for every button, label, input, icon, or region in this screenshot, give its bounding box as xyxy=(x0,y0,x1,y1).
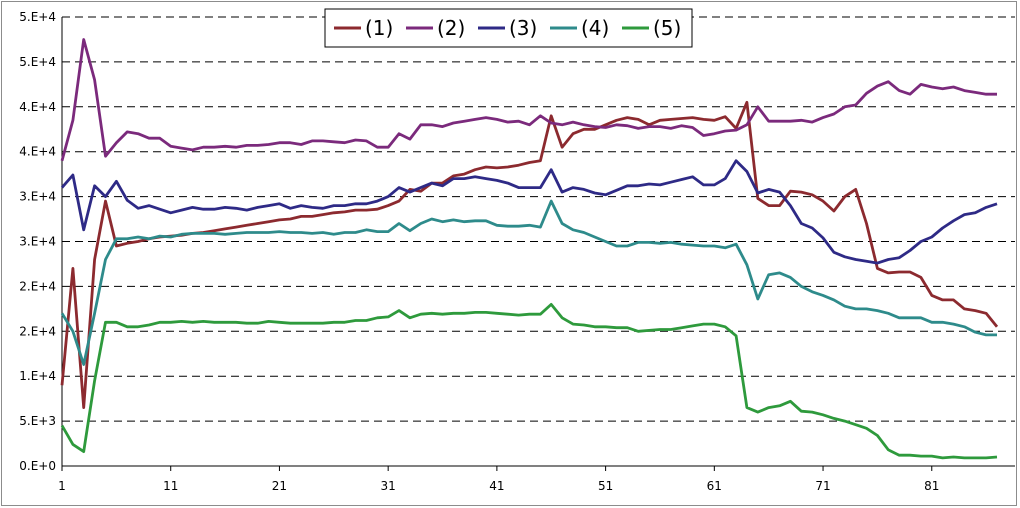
y-tick-label: 1.E+4 xyxy=(19,369,56,383)
x-tick-label: 41 xyxy=(489,479,504,493)
legend-label: (2) xyxy=(437,16,465,40)
y-tick-label: 2.E+4 xyxy=(19,279,56,293)
legend-label: (3) xyxy=(509,16,537,40)
y-tick-labels: 0.E+0 5.E+3 1.E+4 2.E+4 2.E+4 3.E+4 3.E+4 4.E+4… xyxy=(19,10,56,473)
gridlines xyxy=(62,16,1015,422)
x-tick-label: 81 xyxy=(924,479,939,493)
x-tick-label: 51 xyxy=(598,479,613,493)
x-tick-label: 21 xyxy=(272,479,287,493)
legend-label: (5) xyxy=(653,16,681,40)
y-tick-label: 5.E+3 xyxy=(19,414,56,428)
series-lines xyxy=(60,38,999,460)
y-tick-label: 0.E+0 xyxy=(19,459,56,473)
series-line-3 xyxy=(60,159,998,265)
y-tick-label: 5.E+4 xyxy=(19,10,56,24)
series-line-2 xyxy=(60,38,997,162)
x-tick-label: 1 xyxy=(58,479,66,493)
series-line-4 xyxy=(60,199,997,366)
legend-label: (4) xyxy=(581,16,609,40)
x-tick-label: 11 xyxy=(163,479,178,493)
legend: (1) (2) (3) (4) (5) xyxy=(324,8,693,48)
x-tick-label: 71 xyxy=(815,479,830,493)
y-tick-label: 4.E+4 xyxy=(19,145,56,159)
x-tick-label: 61 xyxy=(707,479,722,493)
y-tick-label: 4.E+4 xyxy=(19,100,56,114)
axes xyxy=(61,17,1015,471)
series-line-5 xyxy=(60,302,998,460)
y-tick-label: 5.E+4 xyxy=(19,55,56,69)
legend-label: (1) xyxy=(365,16,393,40)
series-line-1 xyxy=(60,100,999,410)
x-tick-labels: 1 11 21 31 41 51 61 71 81 xyxy=(58,479,939,493)
y-tick-label: 3.E+4 xyxy=(19,235,56,249)
y-tick-label: 2.E+4 xyxy=(19,324,56,338)
y-tick-label: 3.E+4 xyxy=(19,190,56,204)
x-tick-label: 31 xyxy=(381,479,396,493)
